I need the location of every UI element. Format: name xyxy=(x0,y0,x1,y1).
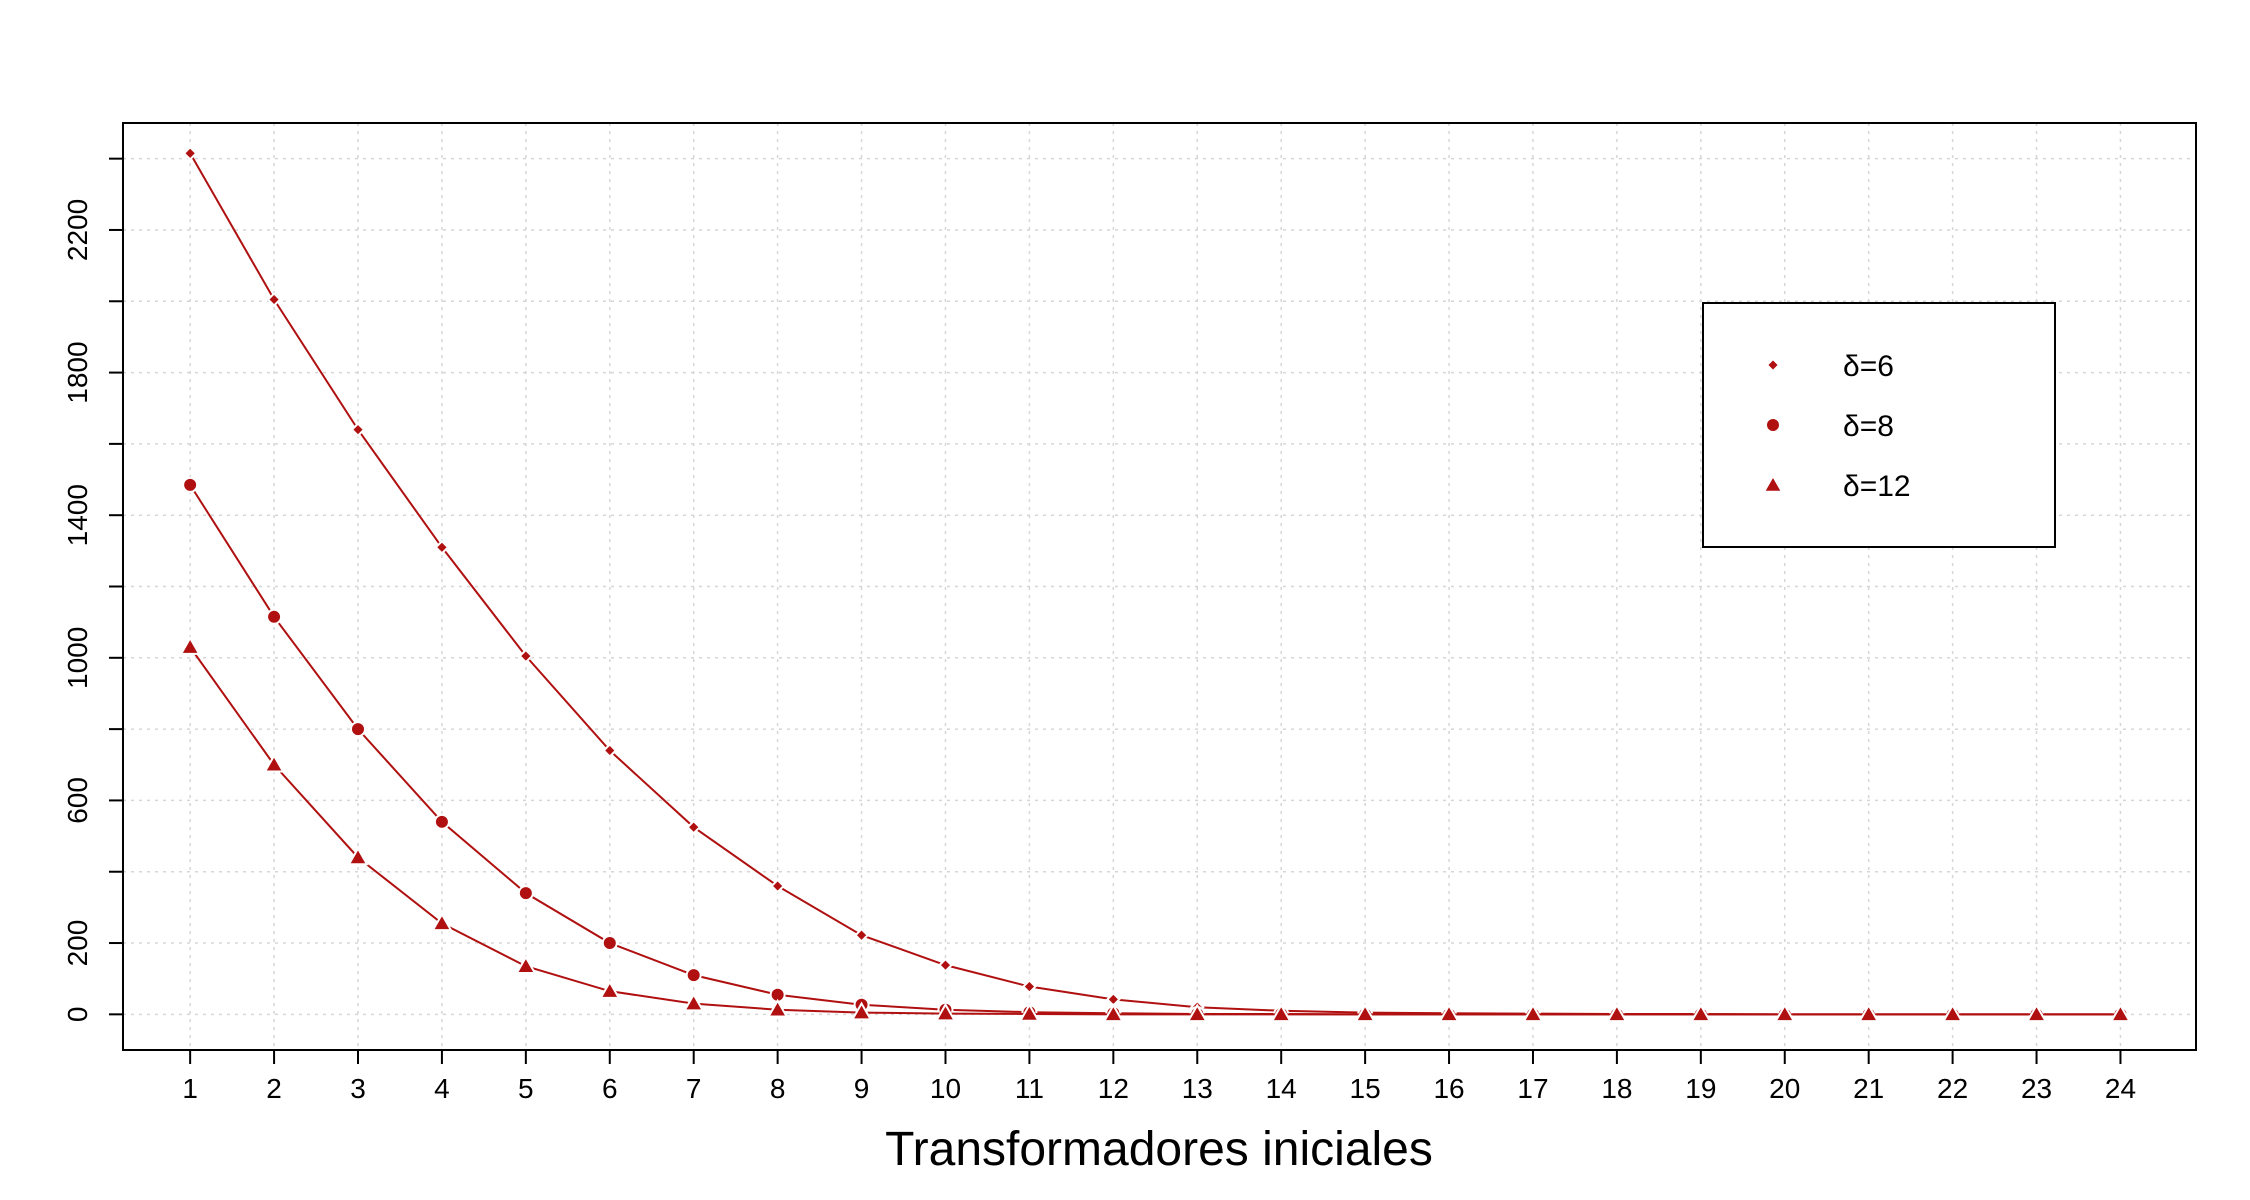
data-point xyxy=(1690,1003,1712,1023)
data-point xyxy=(1270,1003,1292,1023)
data-point xyxy=(350,422,366,438)
data-point xyxy=(517,885,534,902)
x-tick-label: 21 xyxy=(1853,1073,1884,1104)
data-point xyxy=(934,1002,957,1022)
data-point xyxy=(1606,1003,1628,1023)
data-point xyxy=(266,608,283,625)
data-point xyxy=(1102,1003,1125,1023)
data-point xyxy=(1438,1003,1460,1023)
data-point xyxy=(434,539,450,555)
x-tick-label: 17 xyxy=(1517,1073,1548,1104)
data-point xyxy=(601,935,618,952)
x-axis-label: Transformadores iniciales xyxy=(885,1123,1433,1176)
legend-label: δ=6 xyxy=(1843,350,1894,383)
x-tick-label: 13 xyxy=(1182,1073,1213,1104)
data-point xyxy=(1186,1003,1208,1023)
data-point xyxy=(349,721,366,738)
series-line xyxy=(189,484,2121,1016)
y-tick-label: 200 xyxy=(62,920,93,967)
x-tick-label: 23 xyxy=(2021,1073,2052,1104)
data-point xyxy=(686,819,702,835)
data-point xyxy=(770,878,786,894)
data-point xyxy=(1354,1003,1376,1023)
legend-item: δ=6 xyxy=(1765,350,1894,383)
data-point xyxy=(2025,1003,2048,1023)
data-point xyxy=(599,980,621,999)
data-point xyxy=(182,476,199,493)
series-line xyxy=(189,152,2121,1016)
series-triangle xyxy=(179,636,2132,1023)
data-point xyxy=(515,955,537,974)
data-point xyxy=(1857,1003,1880,1023)
x-tick-label: 4 xyxy=(434,1073,450,1104)
legend-marker xyxy=(1762,473,1784,493)
x-tick-label: 15 xyxy=(1350,1073,1381,1104)
x-tick-label: 14 xyxy=(1266,1073,1297,1104)
data-point xyxy=(182,145,198,161)
x-tick-label: 24 xyxy=(2105,1073,2136,1104)
data-point xyxy=(682,992,705,1012)
x-tick-label: 10 xyxy=(930,1073,961,1104)
data-point xyxy=(602,743,618,758)
data-point xyxy=(938,957,953,973)
legend: δ=6 δ=8 δ=12 xyxy=(1702,302,2056,548)
x-tick-label: 20 xyxy=(1769,1073,1800,1104)
series-diamond xyxy=(182,145,2128,1022)
x-tick-label: 9 xyxy=(854,1073,870,1104)
x-tick-label: 6 xyxy=(602,1073,618,1104)
series-line xyxy=(189,646,2121,1016)
data-point xyxy=(179,636,201,655)
y-tick-label: 1400 xyxy=(62,484,93,546)
legend-item: δ=12 xyxy=(1762,470,1911,503)
data-point xyxy=(850,1001,873,1021)
y-tick-label: 2200 xyxy=(62,199,93,261)
x-tick-label: 5 xyxy=(518,1073,534,1104)
x-tick-label: 8 xyxy=(770,1073,786,1104)
x-tick-label: 1 xyxy=(182,1073,198,1104)
data-point xyxy=(2109,1003,2132,1023)
data-point xyxy=(1774,1003,1796,1023)
x-tick-label: 3 xyxy=(350,1073,366,1104)
data-point xyxy=(518,648,534,664)
legend-marker xyxy=(1765,417,1781,433)
x-tick-label: 11 xyxy=(1015,1073,1044,1104)
legend-item: δ=8 xyxy=(1765,410,1894,443)
series-layer xyxy=(179,145,2132,1023)
axes: 1 2 3 4 5 6 7 8 9 10 11 12 13 14 15 16 17 18 19 20 21 22 23 240… xyxy=(62,157,2136,1104)
data-point xyxy=(1522,1003,1544,1023)
y-tick-label: 600 xyxy=(62,777,93,824)
data-point xyxy=(1021,979,1037,994)
y-tick-label: 1000 xyxy=(62,627,93,689)
data-point xyxy=(1941,1003,1964,1023)
x-tick-label: 19 xyxy=(1685,1073,1716,1104)
x-tick-label: 2 xyxy=(266,1073,282,1104)
data-point xyxy=(766,998,789,1018)
y-tick-label: 1800 xyxy=(62,341,93,403)
grid xyxy=(123,123,2196,1050)
data-point xyxy=(431,912,453,932)
plot-frame xyxy=(122,122,2197,1051)
legend-label: δ=12 xyxy=(1843,470,1911,503)
data-point xyxy=(1018,1002,1041,1022)
data-point xyxy=(854,927,869,943)
legend-box xyxy=(1702,302,2056,548)
data-point xyxy=(266,292,282,307)
x-tick-label: 7 xyxy=(686,1073,702,1104)
y-tick-label: 0 xyxy=(62,1007,93,1023)
legend-marker xyxy=(1765,357,1781,373)
x-tick-label: 12 xyxy=(1098,1073,1129,1104)
data-point xyxy=(347,846,369,866)
x-tick-label: 22 xyxy=(1937,1073,1968,1104)
x-tick-label: 16 xyxy=(1433,1073,1464,1104)
data-point xyxy=(685,967,702,984)
x-tick-label: 18 xyxy=(1601,1073,1632,1104)
legend-label: δ=8 xyxy=(1843,410,1894,443)
data-point xyxy=(263,753,285,773)
data-point xyxy=(433,813,450,830)
